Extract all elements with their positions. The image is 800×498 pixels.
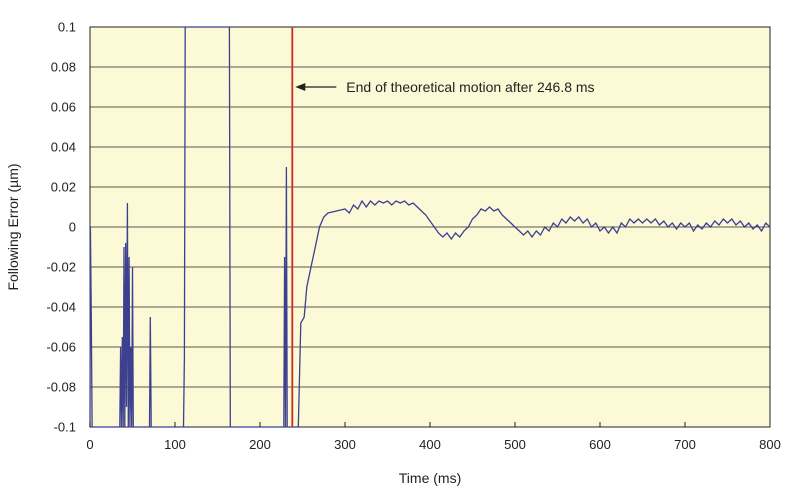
y-tick-label: 0.08 xyxy=(51,60,76,75)
y-tick-label: 0.04 xyxy=(51,140,76,155)
y-tick-label: 0 xyxy=(69,220,76,235)
x-axis-ticks: 0 100 200 300 400 500 600 700 800 xyxy=(86,422,781,452)
x-tick-label: 100 xyxy=(164,437,186,452)
y-tick-label: -0.08 xyxy=(46,380,76,395)
grid-lines xyxy=(90,26,770,428)
y-tick-label: -0.04 xyxy=(46,300,76,315)
x-tick-label: 600 xyxy=(589,437,611,452)
y-axis-ticks: -0.1 -0.08 -0.06 -0.04 -0.02 0 0.02 0.04 0.06 0.0… xyxy=(46,20,76,435)
x-tick-label: 300 xyxy=(334,437,356,452)
x-tick-label: 400 xyxy=(419,437,441,452)
annotation-text: End of theoretical motion after 246.8 ms xyxy=(346,79,594,95)
x-tick-label: 700 xyxy=(674,437,696,452)
x-tick-label: 500 xyxy=(504,437,526,452)
y-tick-label: -0.06 xyxy=(46,340,76,355)
annotation-arrowhead xyxy=(295,83,306,91)
annotation: End of theoretical motion after 246.8 ms xyxy=(295,79,595,95)
x-tick-label: 0 xyxy=(86,437,93,452)
y-tick-label: 0.02 xyxy=(51,180,76,195)
x-axis-label: Time (ms) xyxy=(399,470,461,486)
y-tick-label: -0.1 xyxy=(54,420,76,435)
y-tick-label: 0.1 xyxy=(58,20,76,35)
x-tick-label: 800 xyxy=(759,437,781,452)
series-following-error-line xyxy=(89,26,771,428)
y-tick-label: 0.06 xyxy=(51,100,76,115)
y-axis-label: Following Error (µm) xyxy=(5,163,21,290)
x-tick-label: 200 xyxy=(249,437,271,452)
y-tick-label: -0.02 xyxy=(46,260,76,275)
